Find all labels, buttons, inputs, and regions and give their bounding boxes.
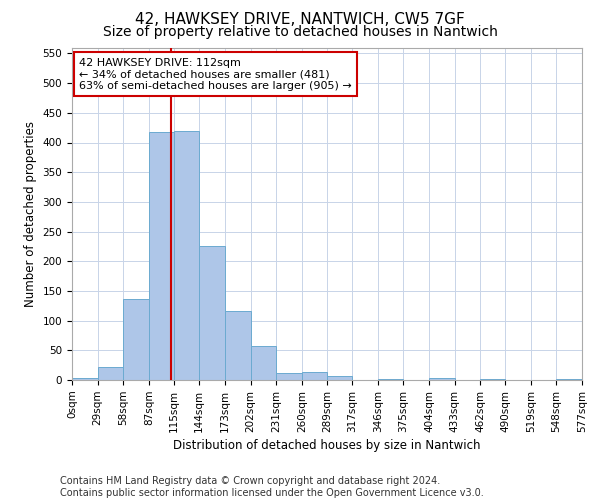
Bar: [251, 346, 276, 380]
Bar: [328, 376, 352, 380]
Y-axis label: Number of detached properties: Number of detached properties: [24, 120, 37, 306]
Text: 42 HAWKSEY DRIVE: 112sqm
← 34% of detached houses are smaller (481)
63% of semi-: 42 HAWKSEY DRIVE: 112sqm ← 34% of detach…: [79, 58, 352, 91]
Bar: [149, 132, 173, 380]
Text: Contains HM Land Registry data © Crown copyright and database right 2024.
Contai: Contains HM Land Registry data © Crown c…: [60, 476, 484, 498]
Bar: [199, 246, 225, 380]
Bar: [378, 379, 403, 380]
Text: 42, HAWKSEY DRIVE, NANTWICH, CW5 7GF: 42, HAWKSEY DRIVE, NANTWICH, CW5 7GF: [135, 12, 465, 28]
Bar: [72, 378, 98, 380]
Bar: [98, 367, 123, 380]
Bar: [123, 298, 149, 380]
Bar: [481, 379, 505, 380]
Bar: [225, 311, 251, 380]
Bar: [556, 379, 582, 380]
Bar: [429, 378, 455, 380]
Bar: [276, 373, 302, 380]
Text: Size of property relative to detached houses in Nantwich: Size of property relative to detached ho…: [103, 25, 497, 39]
Bar: [302, 372, 328, 380]
X-axis label: Distribution of detached houses by size in Nantwich: Distribution of detached houses by size …: [173, 439, 481, 452]
Bar: [173, 130, 199, 380]
